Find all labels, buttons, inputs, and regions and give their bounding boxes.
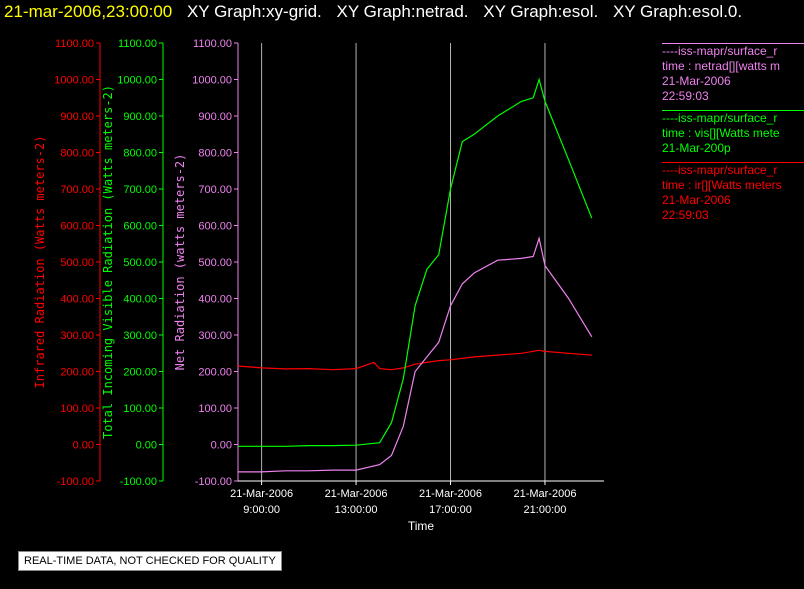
quality-note: REAL-TIME DATA, NOT CHECKED FOR QUALITY <box>18 551 282 571</box>
legend-line: 21-Mar-2006 <box>662 74 731 88</box>
y-tick-label: 1000.00 <box>54 75 94 87</box>
y-tick-label: 900.00 <box>60 111 94 123</box>
y-tick-label: 1000.00 <box>117 75 157 87</box>
x-tick-label-time: 9:00:00 <box>243 504 280 516</box>
y-tick-label: 900.00 <box>198 111 232 123</box>
y-tick-label: -100.00 <box>120 476 157 488</box>
y-tick-label: 100.00 <box>123 403 157 415</box>
y-tick-label: 200.00 <box>198 367 232 379</box>
y-tick-label: 600.00 <box>198 221 232 233</box>
y-tick-label: 700.00 <box>123 184 157 196</box>
header: 21-mar-2006,23:00:00 XY Graph:xy-grid. X… <box>4 2 742 26</box>
y-tick-label: 300.00 <box>123 330 157 342</box>
y-tick-label: -100.00 <box>195 476 232 488</box>
x-tick-label-date: 21-Mar-2006 <box>230 488 293 500</box>
y-tick-label: 100.00 <box>198 403 232 415</box>
y-tick-label: 200.00 <box>60 367 94 379</box>
y-tick-label: -100.00 <box>57 476 94 488</box>
y-tick-label: 800.00 <box>198 148 232 160</box>
legend-line: ----iss-mapr/surface_r <box>662 111 778 125</box>
y-tick-label: 500.00 <box>123 257 157 269</box>
y-tick-label: 400.00 <box>198 294 232 306</box>
x-tick-label-date: 21-Mar-2006 <box>325 488 388 500</box>
y-tick-label: 0.00 <box>73 440 94 452</box>
graph-title: XY Graph:esol.0. <box>612 2 743 21</box>
series-line <box>237 349 592 371</box>
y-tick-label: 400.00 <box>60 294 94 306</box>
legend-line: time : vis[][Watts mete <box>662 126 780 140</box>
y-tick-label: 1100.00 <box>193 38 232 50</box>
x-tick-label-date: 21-Mar-2006 <box>419 488 482 500</box>
y-tick-label: 400.00 <box>123 294 157 306</box>
y-axis-label: Infrared Radiation (Watts meters-2) <box>33 136 47 389</box>
graph-title: XY Graph:netrad. <box>336 2 469 21</box>
y-tick-label: 700.00 <box>60 184 94 196</box>
legend-line: 22:59:03 <box>662 208 709 222</box>
legend-line: time : netrad[][watts m <box>662 59 781 73</box>
legend-line: ----iss-mapr/surface_r <box>662 163 778 177</box>
legend-separator <box>662 43 804 44</box>
y-tick-label: 0.00 <box>211 440 232 452</box>
y-tick-label: 800.00 <box>123 148 157 160</box>
y-axis-label: Total Incoming Visible Radiation (Watts … <box>101 85 115 439</box>
legend-entry-vis[interactable]: ----iss-mapr/surface_r time : vis[][Watt… <box>662 110 804 156</box>
y-tick-label: 700.00 <box>198 184 232 196</box>
series-line <box>238 77 593 447</box>
y-axis-label: Net Radiation (watts meters-2) <box>173 154 187 371</box>
y-tick-label: 100.00 <box>60 403 94 415</box>
legend-entry-net[interactable]: ----iss-mapr/surface_r time : netrad[][w… <box>662 43 804 104</box>
header-timestamp: 21-mar-2006,23:00:00 <box>4 2 173 21</box>
y-tick-label: 1100.00 <box>118 38 157 50</box>
y-tick-label: 0.00 <box>136 440 157 452</box>
legend-separator <box>662 110 804 111</box>
legend-line: 21-Mar-2006 <box>662 193 731 207</box>
y-tick-label: 1100.00 <box>55 38 94 50</box>
y-tick-label: 500.00 <box>198 257 232 269</box>
y-tick-label: 200.00 <box>123 367 157 379</box>
y-tick-label: 900.00 <box>123 111 157 123</box>
y-tick-label: 1000.00 <box>192 75 232 87</box>
legend-line: 22:59:03 <box>662 89 709 103</box>
legend-entry-ir[interactable]: ----iss-mapr/surface_r time : ir[][Watts… <box>662 162 804 223</box>
graph-title: XY Graph:xy-grid. <box>186 2 322 21</box>
x-tick-label-time: 13:00:00 <box>335 504 378 516</box>
y-tick-label: 600.00 <box>123 221 157 233</box>
legend-line: 21-Mar-200p <box>662 141 731 155</box>
x-tick-label-time: 21:00:00 <box>524 504 567 516</box>
y-tick-label: 800.00 <box>60 148 94 160</box>
legend: ----iss-mapr/surface_r time : netrad[][w… <box>662 40 804 229</box>
legend-line: time : ir[][Watts meters <box>662 178 782 192</box>
x-tick-label-date: 21-Mar-2006 <box>513 488 576 500</box>
legend-line: ----iss-mapr/surface_r <box>662 44 778 58</box>
legend-separator <box>662 162 804 163</box>
y-tick-label: 300.00 <box>60 330 94 342</box>
y-tick-label: 600.00 <box>60 221 94 233</box>
graph-title: XY Graph:esol. <box>483 2 599 21</box>
x-tick-label-time: 17:00:00 <box>429 504 472 516</box>
series-line <box>238 235 593 473</box>
x-axis-label: Time <box>408 519 435 533</box>
y-tick-label: 300.00 <box>198 330 232 342</box>
y-tick-label: 500.00 <box>60 257 94 269</box>
